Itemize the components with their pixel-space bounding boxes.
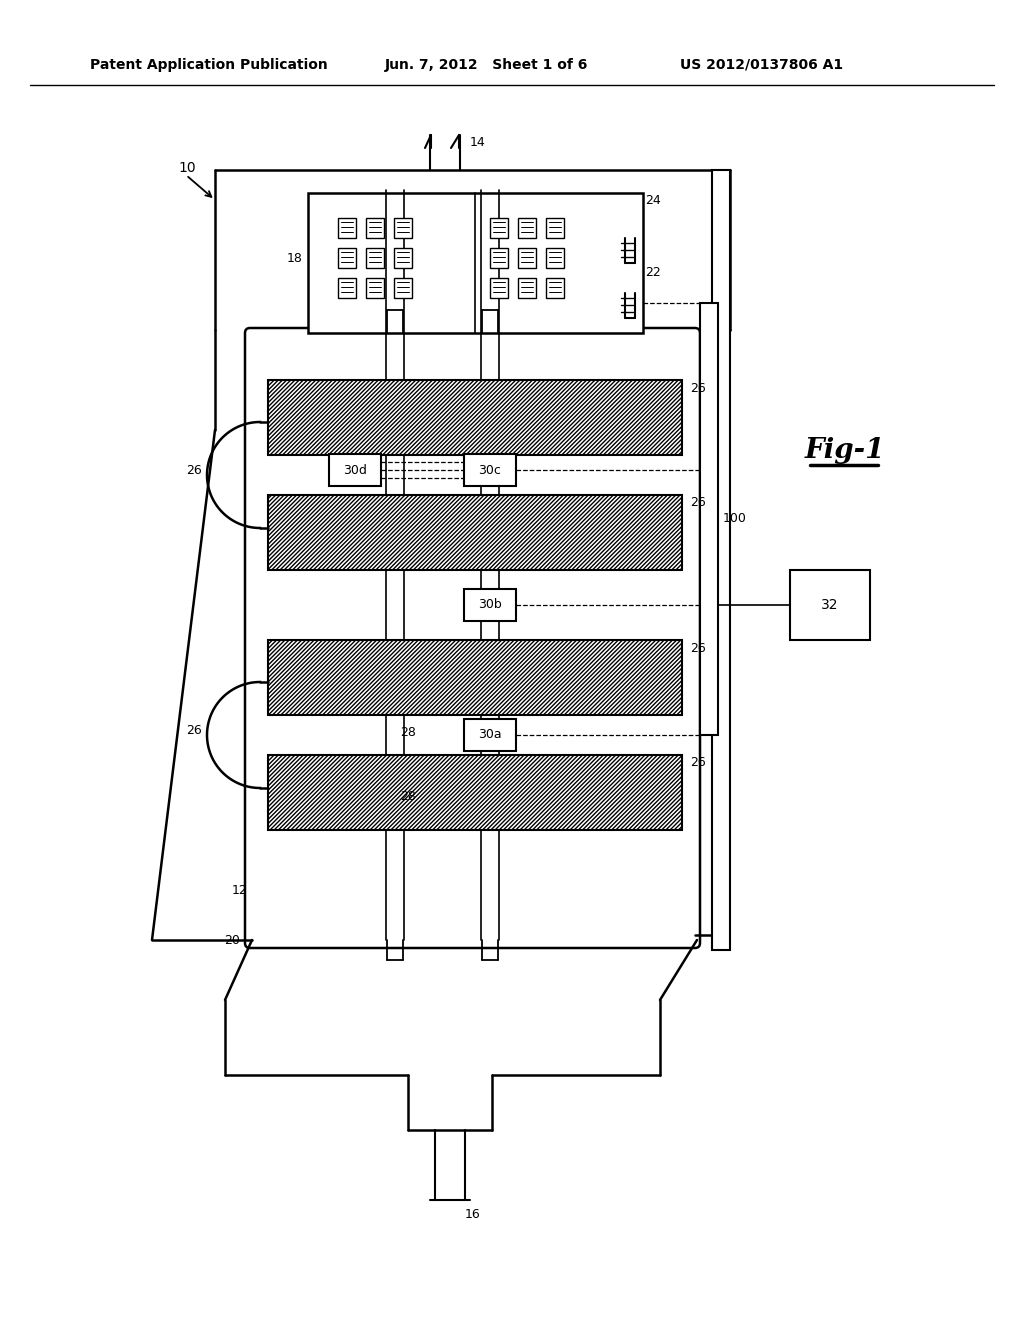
Bar: [268, 380, 682, 455]
Bar: [338, 248, 356, 268]
Bar: [518, 279, 536, 298]
Bar: [308, 193, 643, 333]
Text: 22: 22: [645, 267, 660, 280]
Text: 30d: 30d: [343, 463, 367, 477]
Text: 30b: 30b: [478, 598, 502, 611]
Text: 16: 16: [465, 1209, 480, 1221]
Text: 26: 26: [186, 723, 202, 737]
Text: 14: 14: [470, 136, 485, 149]
Bar: [490, 279, 508, 298]
Text: 24: 24: [645, 194, 660, 207]
Bar: [464, 719, 516, 751]
Bar: [790, 570, 870, 640]
Text: 10: 10: [178, 161, 196, 176]
Text: 12: 12: [231, 883, 247, 896]
Text: 26: 26: [690, 381, 706, 395]
Bar: [268, 755, 682, 830]
Bar: [268, 495, 682, 570]
FancyBboxPatch shape: [245, 327, 700, 948]
Text: 20: 20: [224, 933, 240, 946]
Text: 26: 26: [690, 756, 706, 770]
Bar: [329, 454, 381, 486]
Bar: [394, 248, 412, 268]
Bar: [464, 589, 516, 620]
Text: 32: 32: [821, 598, 839, 612]
Bar: [546, 218, 564, 238]
Bar: [366, 248, 384, 268]
Bar: [338, 218, 356, 238]
Text: 26: 26: [690, 496, 706, 510]
Bar: [338, 279, 356, 298]
Text: 26: 26: [186, 463, 202, 477]
Text: Patent Application Publication: Patent Application Publication: [90, 58, 328, 73]
Text: 18: 18: [287, 252, 303, 264]
Bar: [394, 279, 412, 298]
Bar: [518, 218, 536, 238]
Bar: [394, 218, 412, 238]
Text: Jun. 7, 2012   Sheet 1 of 6: Jun. 7, 2012 Sheet 1 of 6: [385, 58, 589, 73]
Text: 30c: 30c: [478, 463, 502, 477]
Text: 26: 26: [690, 642, 706, 655]
Text: US 2012/0137806 A1: US 2012/0137806 A1: [680, 58, 843, 73]
Text: 28: 28: [400, 726, 416, 739]
Bar: [366, 218, 384, 238]
Bar: [268, 640, 682, 715]
Bar: [546, 279, 564, 298]
Text: Fig-1: Fig-1: [805, 437, 885, 463]
Text: 100: 100: [723, 512, 746, 525]
Bar: [366, 279, 384, 298]
Bar: [546, 248, 564, 268]
Bar: [490, 218, 508, 238]
Text: 28: 28: [400, 789, 416, 803]
Bar: [518, 248, 536, 268]
Bar: [712, 170, 730, 950]
Bar: [490, 248, 508, 268]
Text: 30a: 30a: [478, 729, 502, 742]
Bar: [464, 454, 516, 486]
Bar: [700, 304, 718, 735]
